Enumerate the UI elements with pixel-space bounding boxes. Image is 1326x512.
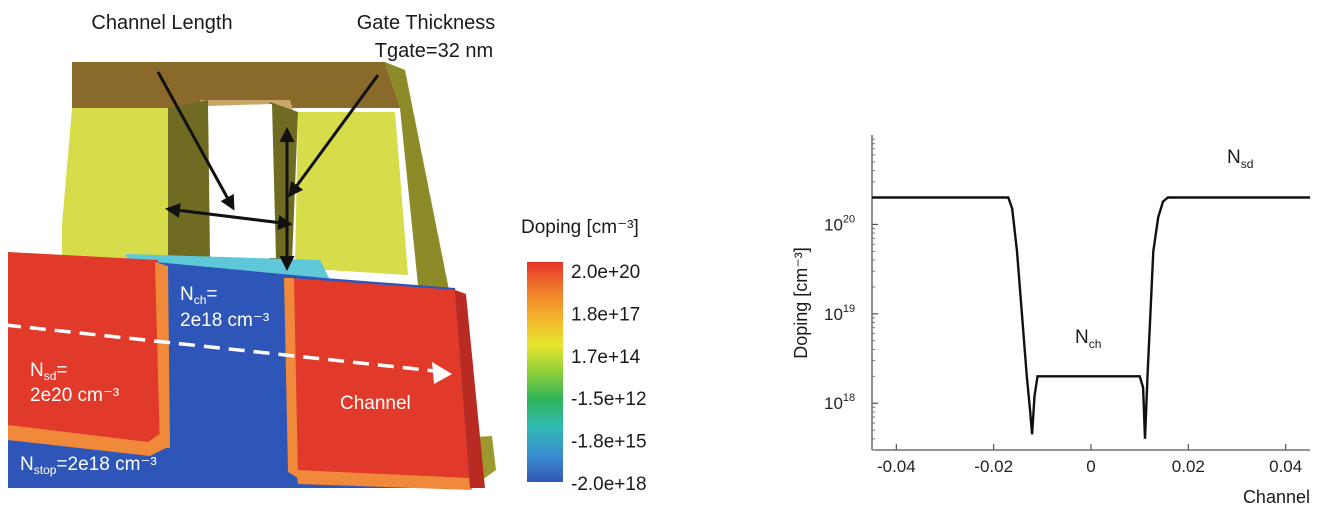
x-tick-label: 0.04 [1269, 457, 1302, 476]
channel-direction-line [4, 323, 436, 373]
drain-left-rim [284, 278, 298, 478]
nch-value: 2e18 cm⁻³ [180, 310, 269, 331]
nsd-curve-label: Nsd [1227, 147, 1253, 171]
colorbar-tick-label: -2.0e+18 [571, 474, 647, 495]
channel-label: Channel [340, 393, 411, 414]
x-tick-label: 0 [1086, 457, 1095, 476]
x-tick-label: -0.02 [974, 457, 1013, 476]
source-region [8, 252, 162, 448]
drain-side-face [455, 290, 485, 488]
gate-thickness-pointer [288, 74, 380, 198]
colorbar-tick-label: 2.0e+20 [571, 262, 640, 283]
right-spacer [295, 112, 408, 275]
colorbar-tick-label: 1.7e+14 [571, 347, 641, 368]
nsd-value: 2e20 cm⁻³ [30, 385, 119, 406]
source-side-rim [155, 262, 170, 448]
drain-bottom-rim [296, 470, 472, 490]
tgate-callout: Tgate=32 nm [375, 40, 493, 62]
right-outer-wall [385, 62, 450, 295]
channel-length-pointer [156, 71, 235, 211]
y-tick-label: 1020 [824, 213, 855, 234]
x-tick-label: 0.02 [1172, 457, 1205, 476]
nsd-label: Nsd= [30, 360, 68, 383]
gate-thickness-callout: Gate Thickness [357, 12, 496, 34]
channel-length-dimension [165, 203, 293, 230]
source-rim [8, 425, 166, 456]
doping-profile-chart: -0.04 -0.02 0 0.02 0.04 1018 1019 1020 Doping [… [791, 135, 1310, 507]
x-tick-label: -0.04 [877, 457, 916, 476]
colorbar-tick-label: -1.8e+15 [571, 432, 647, 453]
y-tick-label: 1019 [824, 303, 855, 324]
y-axis-title: Doping [cm⁻³] [791, 247, 811, 359]
gate-top-face [72, 62, 400, 108]
y-tick-label: 1018 [824, 392, 855, 413]
colorbar-title: Doping [cm⁻³] [521, 217, 639, 238]
nch-label: Nch= [180, 284, 218, 307]
x-axis-title: Channel [1243, 487, 1310, 507]
nch-curve-label: Nch [1075, 327, 1101, 351]
colorbar-tick-label: 1.8e+17 [571, 304, 640, 325]
left-gate-wall [168, 100, 210, 258]
device-cross-section: Channel Length Gate Thickness Tgate=32 n… [4, 12, 496, 490]
doping-colorbar: Doping [cm⁻³] 2.0e+20 1.8e+17 1.7e+14 -1.5e… [521, 217, 647, 495]
left-spacer [62, 108, 168, 258]
channel-length-callout: Channel Length [91, 12, 232, 34]
doping-profile-series [872, 196, 1310, 439]
colorbar-gradient [527, 262, 563, 482]
drain-region [290, 278, 470, 488]
colorbar-tick-label: -1.5e+12 [571, 389, 647, 410]
nstop-label: Nstop=2e18 cm⁻³ [20, 454, 157, 477]
channel-direction-arrowhead [432, 362, 452, 384]
